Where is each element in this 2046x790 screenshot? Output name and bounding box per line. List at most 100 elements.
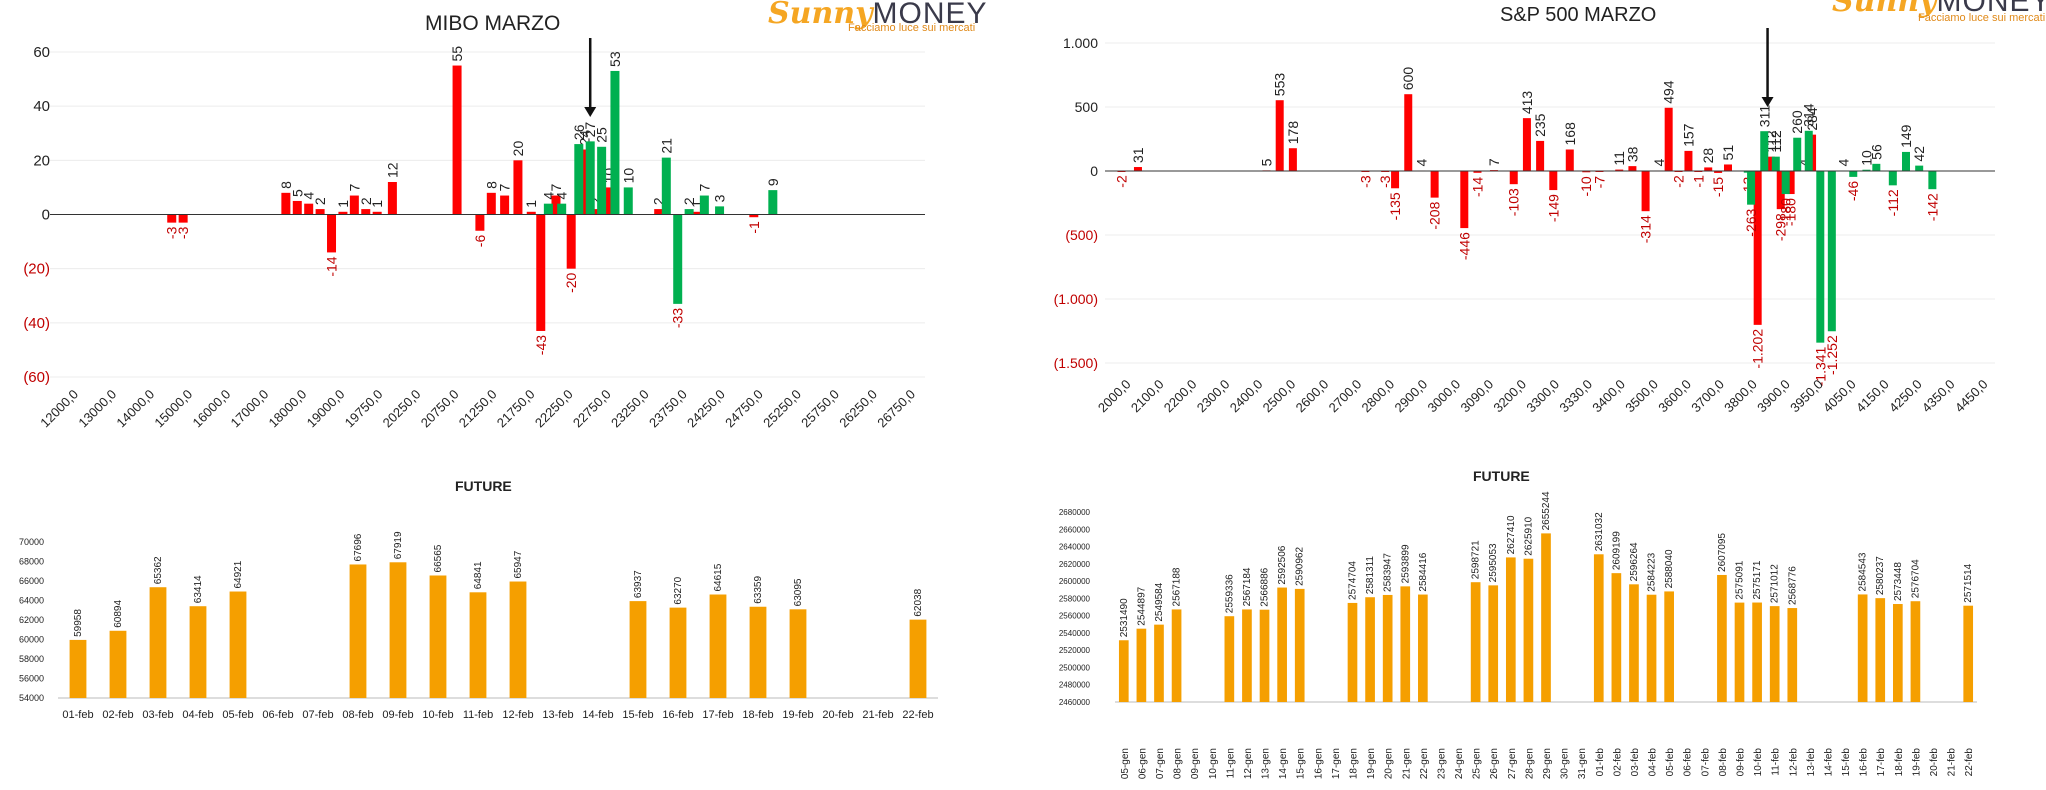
bar xyxy=(1430,171,1439,198)
bar xyxy=(1582,171,1591,173)
data-label: 553 xyxy=(1272,73,1288,97)
bar xyxy=(699,195,709,215)
y-tick-label: 54000 xyxy=(19,693,44,703)
y-tick-label: 2560000 xyxy=(1059,612,1091,621)
bar xyxy=(566,214,576,269)
x-tick-label: 2000,0 xyxy=(1095,377,1134,416)
bar xyxy=(389,562,407,698)
data-label: 25 xyxy=(594,127,610,143)
bar xyxy=(604,187,614,215)
data-label: 2596264 xyxy=(1629,542,1640,581)
bar xyxy=(768,190,778,215)
data-label: 21 xyxy=(658,138,674,154)
data-label: 2631032 xyxy=(1594,512,1605,551)
y-tick-label: 40 xyxy=(33,98,50,115)
data-label: 65362 xyxy=(153,556,164,584)
bar xyxy=(1915,165,1924,171)
future-sp-chart: 2680000 2660000 2640000 2620000 2600000 25800… xyxy=(1059,491,1977,779)
x-tick-label: 13-gen xyxy=(1261,748,1272,779)
bar xyxy=(629,601,647,698)
x-tick-label: 19-gen xyxy=(1366,748,1377,779)
bar xyxy=(1734,602,1745,702)
future-mibo-chart: 70000 68000 66000 64000 62000 60000 58000 56000… xyxy=(19,531,938,721)
y-tick-label: 2500000 xyxy=(1059,663,1091,672)
x-tick-label: 21-feb xyxy=(862,709,893,721)
x-tick-label: 25-gen xyxy=(1472,748,1483,779)
bar xyxy=(1509,171,1518,185)
x-tick-label: 3000,0 xyxy=(1425,377,1464,416)
data-label: 7 xyxy=(1486,158,1502,166)
data-label: 11 xyxy=(1611,151,1627,166)
y-tick-label: 62000 xyxy=(19,615,44,625)
y-tick-label: (1.500) xyxy=(1054,355,1098,371)
x-tick-label: 4450,0 xyxy=(1952,377,1991,416)
data-label: 67696 xyxy=(353,533,364,561)
bar xyxy=(669,607,687,698)
y-tick-label: 2520000 xyxy=(1059,646,1091,655)
bar xyxy=(909,619,927,698)
y-tick-label: 2620000 xyxy=(1059,560,1091,569)
x-tick-label: 06-gen xyxy=(1137,748,1148,779)
x-tick-label: 23250,0 xyxy=(608,387,652,431)
bar xyxy=(1615,169,1624,171)
data-label: -3 xyxy=(1357,175,1373,188)
y-tick-label: 2540000 xyxy=(1059,629,1091,638)
bar xyxy=(1752,602,1762,702)
x-tick-label: 08-feb xyxy=(342,709,373,721)
bar xyxy=(673,214,683,304)
data-label: 2571514 xyxy=(1963,563,1974,602)
data-label: 8 xyxy=(278,181,294,189)
x-tick-label: 19000,0 xyxy=(304,387,348,431)
bar xyxy=(372,211,382,215)
data-label: 7 xyxy=(548,184,564,192)
x-tick-label: 2900,0 xyxy=(1392,377,1431,416)
data-label: 260 xyxy=(1789,110,1805,134)
bar xyxy=(1862,169,1871,171)
bar xyxy=(500,195,510,215)
data-label: 56 xyxy=(1868,144,1884,160)
data-label: 51 xyxy=(1720,145,1736,161)
x-tick-label: 27-gen xyxy=(1507,748,1518,779)
data-label: -103 xyxy=(1506,188,1522,216)
future-mibo-title: FUTURE xyxy=(455,478,512,494)
data-label: 2 xyxy=(651,197,667,205)
x-tick-label: 21-gen xyxy=(1401,748,1412,779)
bar xyxy=(361,209,371,215)
x-tick-label: 2300,0 xyxy=(1194,377,1233,416)
x-tick-label: 20250,0 xyxy=(380,387,424,431)
x-tick-label: 21750,0 xyxy=(494,387,538,431)
data-label: -1.202 xyxy=(1750,329,1766,369)
data-label: 2595053 xyxy=(1488,543,1499,582)
x-tick-label: 16-feb xyxy=(1859,748,1870,777)
bar xyxy=(1963,605,1974,702)
x-tick-label: 20-gen xyxy=(1384,748,1395,779)
x-tick-label: 19-feb xyxy=(1911,748,1922,777)
y-tick-label: (500) xyxy=(1065,227,1098,243)
data-label: 64615 xyxy=(713,563,724,591)
data-label: 60894 xyxy=(113,600,124,628)
x-tick-label: 24-gen xyxy=(1454,748,1465,779)
data-label: 157 xyxy=(1680,123,1696,147)
bar xyxy=(749,606,767,698)
y-tick-label: 68000 xyxy=(19,557,44,567)
bar xyxy=(486,192,496,215)
data-label: 2575091 xyxy=(1735,560,1746,599)
x-tick-label: 22-feb xyxy=(1964,748,1975,777)
bar xyxy=(1565,149,1574,171)
bar xyxy=(543,203,553,215)
data-label: 67919 xyxy=(393,531,404,559)
data-label: 26 xyxy=(571,124,587,140)
arrow-head-icon xyxy=(1761,97,1774,107)
brand-logo-left: SunnyMONEY xyxy=(768,0,988,31)
data-label: -3 xyxy=(1377,175,1393,188)
data-label: 1 xyxy=(689,200,705,208)
bar xyxy=(610,70,620,215)
x-tick-label: 03-feb xyxy=(1630,748,1641,777)
x-tick-label: 02-feb xyxy=(102,709,133,721)
data-label: 2588040 xyxy=(1664,549,1675,588)
data-label: 2609199 xyxy=(1611,531,1622,570)
bar xyxy=(1892,604,1903,702)
data-label: 311 xyxy=(1756,105,1772,128)
x-tick-label: 14-gen xyxy=(1278,748,1289,779)
